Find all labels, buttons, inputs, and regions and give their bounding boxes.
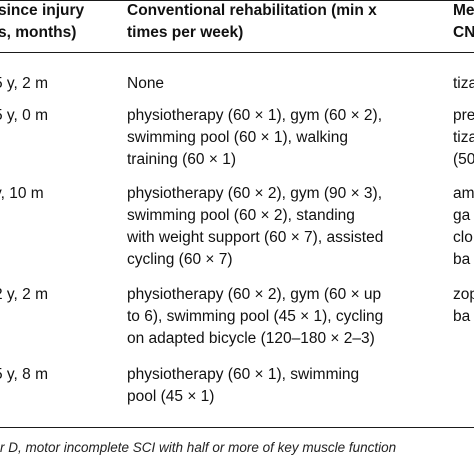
row-2-rehab: physiotherapy (60 × 1), gym (60 × 2), sw… xyxy=(127,105,382,171)
row-2-med: pre tiza (50 xyxy=(453,105,474,171)
row-1-time-text: 5 y, 2 m xyxy=(0,75,48,92)
row-1-time: 5 y, 2 m xyxy=(0,73,48,95)
row-2-med-line-2: tiza xyxy=(453,129,474,146)
header-rehab-line-1: Conventional rehabilitation (min x xyxy=(127,2,377,19)
header-rehab-line-2: times per week) xyxy=(127,24,244,41)
header-med-line-2: CN xyxy=(453,24,474,41)
row-4-rehab-line-3: on adapted bicycle (120–180 × 2–3) xyxy=(127,330,375,347)
row-3-rehab: physiotherapy (60 × 2), gym (90 × 3), sw… xyxy=(127,183,383,271)
row-5-time: 5 y, 8 m xyxy=(0,364,48,386)
header-time-since-injury: since injury s, months) xyxy=(0,0,84,44)
header-med-line-1: Me xyxy=(453,2,474,19)
row-2-rehab-line-2: swimming pool (60 × 1), walking xyxy=(127,129,348,146)
row-1-rehab: None xyxy=(127,73,164,95)
row-4-rehab-line-2: to 6), swimming pool (45 × 1), cycling xyxy=(127,308,384,325)
row-4-time-text: 2 y, 2 m xyxy=(0,286,48,303)
row-5-time-text: 5 y, 8 m xyxy=(0,366,48,383)
row-1-med-line-1: tiza xyxy=(453,75,474,92)
row-2-med-line-3: (50 xyxy=(453,151,474,168)
row-2-time: 5 y, 0 m xyxy=(0,105,48,127)
header-time-line-2: s, months) xyxy=(0,24,77,41)
row-3-med: am ga clo ba xyxy=(453,183,474,271)
row-3-rehab-line-2: swimming pool (60 × 2), standing xyxy=(127,207,355,224)
row-3-time: y, 10 m xyxy=(0,183,44,205)
header-medication: Me CN xyxy=(453,0,474,44)
row-4-med: zop ba xyxy=(453,284,474,328)
row-3-med-line-3: clo xyxy=(453,229,473,246)
row-2-rehab-line-3: training (60 × 1) xyxy=(127,151,236,168)
row-2-med-line-1: pre xyxy=(453,107,474,124)
header-time-line-1: since injury xyxy=(0,2,85,19)
row-4-med-line-1: zop xyxy=(453,286,474,303)
header-conventional-rehab: Conventional rehabilitation (min x times… xyxy=(127,0,377,44)
table-footnote: r D, motor incomplete SCI with half or m… xyxy=(0,440,397,455)
row-3-med-line-4: ba xyxy=(453,251,471,268)
row-5-rehab-line-2: pool (45 × 1) xyxy=(127,388,215,405)
row-1-rehab-line-1: None xyxy=(127,75,165,92)
header-bottom-rule xyxy=(0,52,474,53)
table-bottom-rule xyxy=(0,427,474,428)
row-3-time-text: y, 10 m xyxy=(0,185,44,202)
row-3-rehab-line-4: cycling (60 × 7) xyxy=(127,251,233,268)
row-1-med: tiza xyxy=(453,73,474,95)
row-5-rehab-line-1: physiotherapy (60 × 1), swimming xyxy=(127,366,360,383)
row-5-rehab: physiotherapy (60 × 1), swimming pool (4… xyxy=(127,364,359,408)
row-4-time: 2 y, 2 m xyxy=(0,284,48,306)
row-2-time-text: 5 y, 0 m xyxy=(0,107,48,124)
row-2-rehab-line-1: physiotherapy (60 × 1), gym (60 × 2), xyxy=(127,107,383,124)
row-4-rehab-line-1: physiotherapy (60 × 2), gym (60 × up xyxy=(127,286,382,303)
row-3-rehab-line-3: with weight support (60 × 7), assisted xyxy=(127,229,384,246)
row-4-rehab: physiotherapy (60 × 2), gym (60 × up to … xyxy=(127,284,383,350)
row-4-med-line-2: ba xyxy=(453,308,471,325)
table-top-rule xyxy=(0,0,474,1)
row-3-rehab-line-1: physiotherapy (60 × 2), gym (90 × 3), xyxy=(127,185,383,202)
row-3-med-line-2: ga xyxy=(453,207,471,224)
row-3-med-line-1: am xyxy=(453,185,474,202)
